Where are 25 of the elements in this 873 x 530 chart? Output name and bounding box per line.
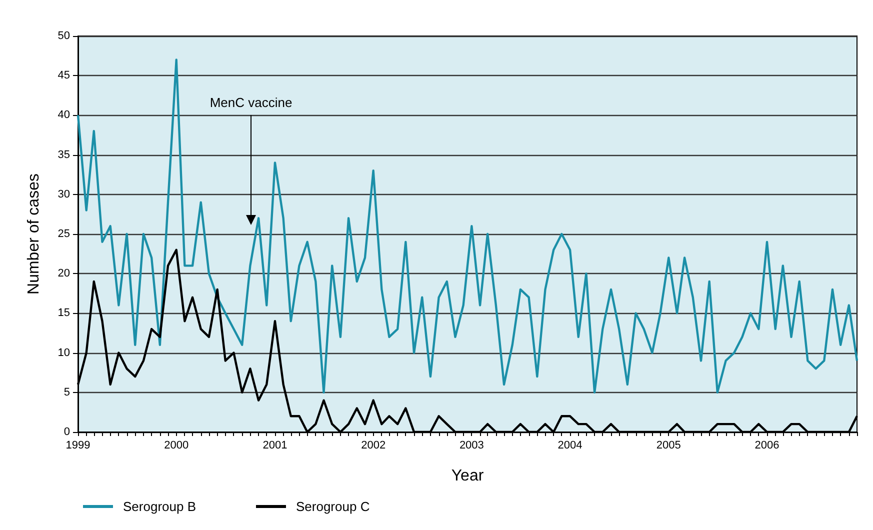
x-tick-label: 2003 bbox=[459, 440, 484, 452]
y-tick-label: 10 bbox=[58, 346, 70, 359]
x-tick-label: 2006 bbox=[754, 440, 780, 452]
legend-label: Serogroup B bbox=[123, 499, 196, 514]
y-tick-label: 20 bbox=[58, 268, 70, 280]
x-tick-label: 2002 bbox=[361, 440, 386, 452]
x-tick-label: 2000 bbox=[164, 440, 189, 452]
y-tick-label: 5 bbox=[64, 386, 70, 398]
x-tick-label: 2004 bbox=[558, 440, 582, 452]
x-tick-label: 1999 bbox=[66, 440, 90, 452]
line-series bbox=[76, 58, 858, 394]
y-tick-label: 30 bbox=[58, 188, 70, 200]
y-tick-label: 25 bbox=[58, 228, 70, 240]
y-tick-label: 50 bbox=[58, 30, 70, 42]
x-tick-label: 2001 bbox=[262, 440, 288, 452]
y-tick-label: 45 bbox=[58, 70, 70, 82]
annotation: MenC vaccine bbox=[210, 95, 292, 110]
y-axis-title: Number of cases bbox=[26, 174, 42, 294]
y-tick-label: 35 bbox=[58, 148, 70, 161]
y-tick-label: 40 bbox=[58, 109, 70, 122]
legend-label: Serogroup C bbox=[296, 499, 370, 514]
x-tick-label: 2005 bbox=[656, 440, 681, 452]
y-tick-label: 0 bbox=[64, 426, 70, 438]
y-tick-label: 15 bbox=[58, 307, 70, 320]
x-axis-title: Year bbox=[451, 468, 484, 484]
